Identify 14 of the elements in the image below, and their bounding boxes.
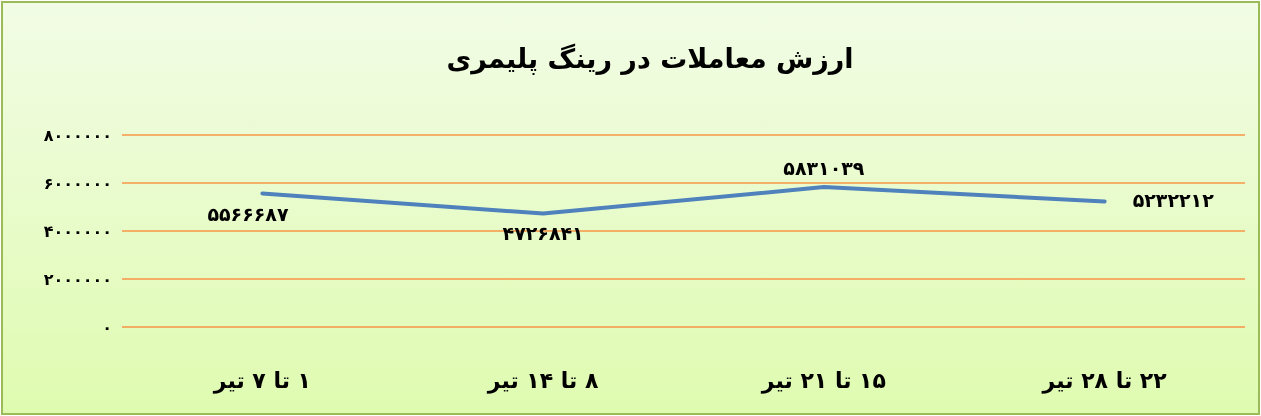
- x-tick-label: ۱ تا ۷ تیر: [212, 368, 312, 394]
- y-tick-label: ۶۰۰۰۰۰۰: [43, 174, 112, 193]
- x-tick-label: ۸ تا ۱۴ تیر: [486, 368, 600, 394]
- data-label: ۵۲۳۲۲۱۲: [1132, 189, 1215, 212]
- x-tick-label: ۱۵ تا ۲۱ تیر: [760, 368, 886, 394]
- data-label: ۵۸۳۱۰۳۹: [783, 157, 865, 180]
- data-label: ۴۷۲۶۸۴۱: [502, 221, 584, 244]
- data-label: ۵۵۶۶۶۸۷: [207, 203, 289, 226]
- y-tick-label: ۲۰۰۰۰۰۰: [43, 270, 112, 289]
- y-tick-label: ۸۰۰۰۰۰۰: [43, 126, 112, 145]
- title: ارزش معاملات در رینگ پلیمری: [446, 43, 854, 74]
- y-tick-label: ۴۰۰۰۰۰۰: [43, 222, 112, 241]
- y-tick-label: ۰: [102, 318, 112, 337]
- x-tick-label: ۲۲ تا ۲۸ تیر: [1041, 368, 1168, 394]
